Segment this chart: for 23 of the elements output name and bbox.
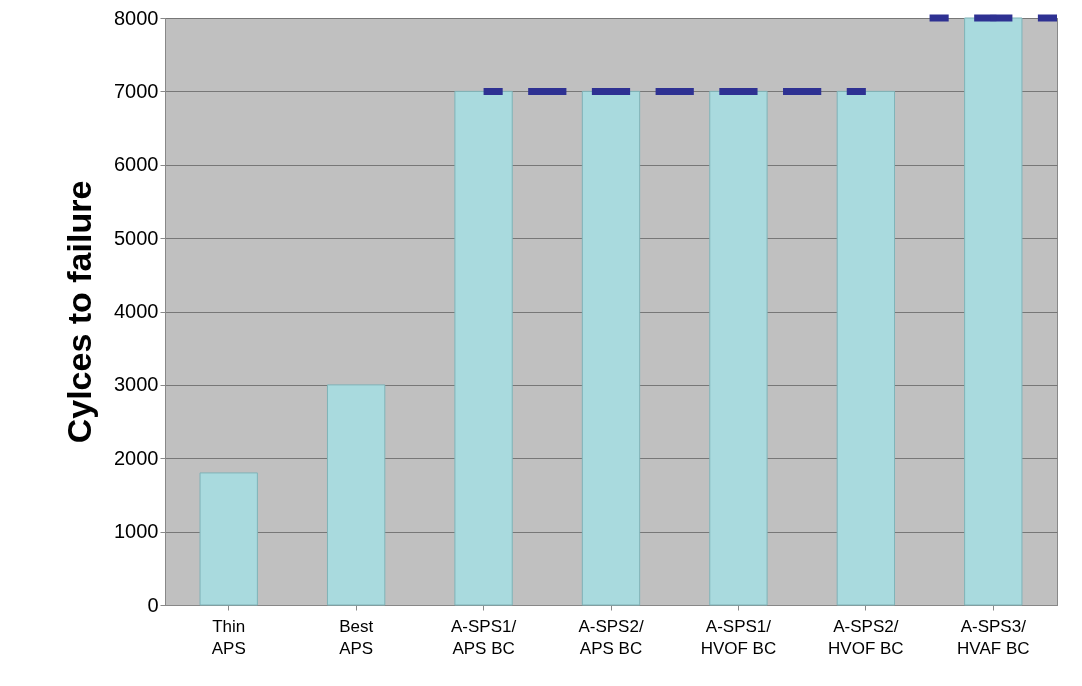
x-tick-label: A-SPS2/ APS BC bbox=[578, 616, 644, 658]
bar bbox=[581, 90, 641, 606]
y-tick-label: 1000 bbox=[114, 520, 159, 543]
bar bbox=[709, 90, 768, 606]
bar bbox=[454, 90, 513, 606]
y-tick-label: 5000 bbox=[114, 226, 159, 249]
y-tick-label: 3000 bbox=[114, 373, 159, 396]
y-tick-label: 2000 bbox=[114, 446, 159, 469]
x-tick-label: A-SPS1/ APS BC bbox=[450, 616, 517, 658]
y-tick-label: 6000 bbox=[114, 153, 159, 176]
x-tick-label: Thin APS bbox=[211, 616, 246, 658]
bar bbox=[199, 472, 258, 606]
x-tick-label: A-SPS2/ HVOF BC bbox=[828, 616, 904, 658]
y-tick-label: 8000 bbox=[114, 6, 159, 29]
y-tick-label: 0 bbox=[147, 593, 159, 616]
bar bbox=[326, 384, 386, 606]
y-axis-title: Cylces to failure bbox=[60, 180, 99, 444]
x-tick-label: A-SPS3/ HVAF BC bbox=[957, 616, 1030, 658]
bar bbox=[836, 90, 896, 606]
x-tick-label: A-SPS1/ HVOF BC bbox=[700, 616, 777, 658]
y-tick-label: 7000 bbox=[114, 79, 159, 102]
x-tick-label: Best APS bbox=[339, 616, 374, 658]
y-tick-label: 4000 bbox=[114, 300, 159, 322]
